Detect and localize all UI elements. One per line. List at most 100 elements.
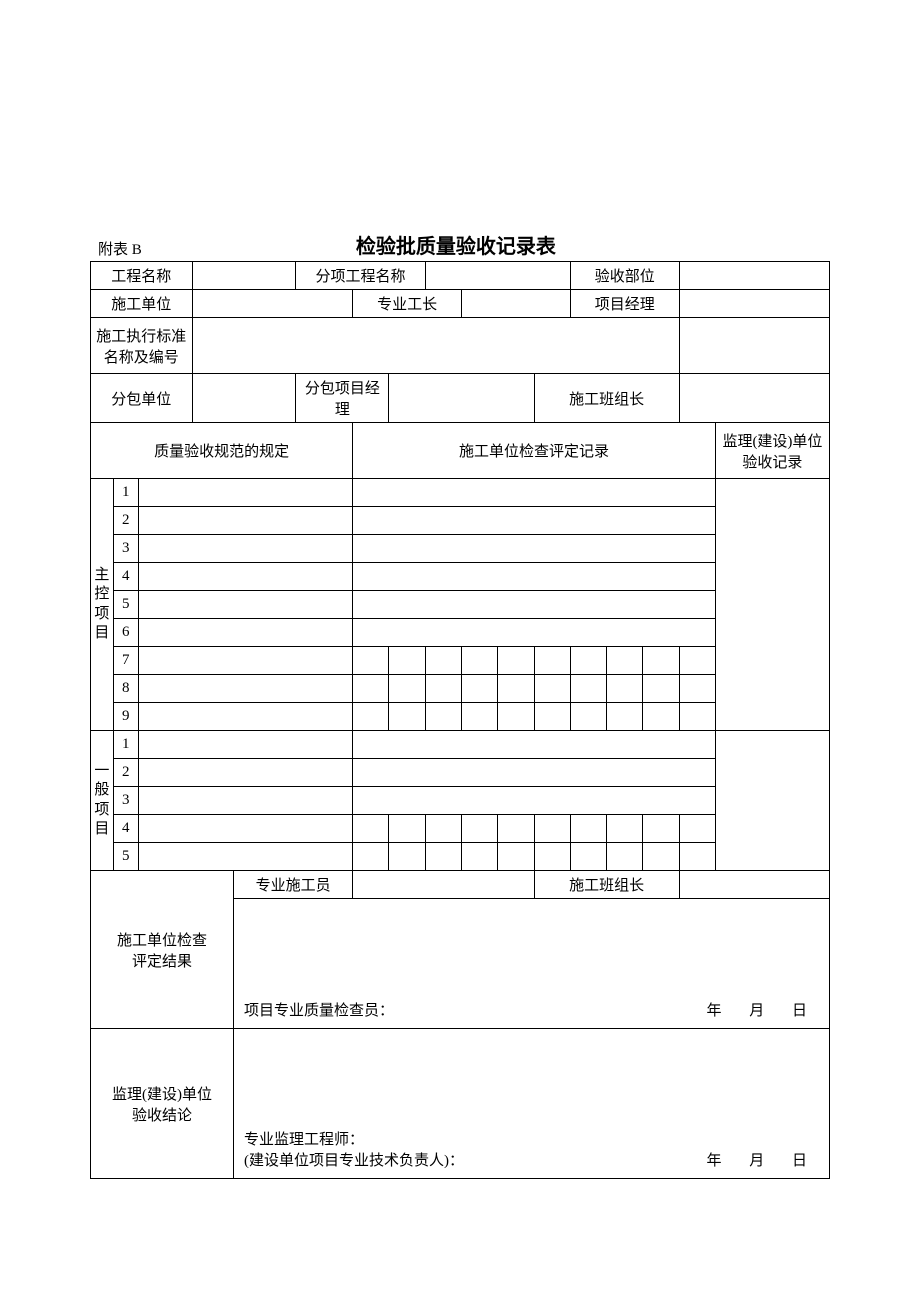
subcontract-unit-value[interactable] <box>192 374 296 423</box>
main-check-4[interactable] <box>353 563 716 591</box>
build-unit-leader-label: (建设单位项目专业技术负责人)： <box>244 1149 464 1170</box>
main-spec-9[interactable] <box>138 703 353 731</box>
main-check-8i[interactable] <box>643 675 679 703</box>
main-check-2[interactable] <box>353 507 716 535</box>
main-check-7j[interactable] <box>679 647 715 675</box>
gen-spec-3[interactable] <box>138 787 353 815</box>
main-num-9: 9 <box>113 703 138 731</box>
main-check-7d[interactable] <box>462 647 498 675</box>
main-spec-1[interactable] <box>138 479 353 507</box>
main-check-8h[interactable] <box>607 675 643 703</box>
gen-check-4a[interactable] <box>353 815 389 843</box>
standard-extra[interactable] <box>679 318 829 374</box>
appendix-label: 附表 B <box>90 238 142 259</box>
main-check-8c[interactable] <box>425 675 461 703</box>
main-num-7: 7 <box>113 647 138 675</box>
gen-check-5g[interactable] <box>570 843 606 871</box>
subcontract-pm-label: 分包项目经理 <box>296 374 389 423</box>
subcontract-pm-value[interactable] <box>389 374 534 423</box>
main-check-8b[interactable] <box>389 675 425 703</box>
main-check-8g[interactable] <box>570 675 606 703</box>
gen-supervise[interactable] <box>715 731 829 871</box>
main-spec-7[interactable] <box>138 647 353 675</box>
date-block-1: 年 月 日 <box>694 999 819 1020</box>
header-row-1: 工程名称 分项工程名称 验收部位 <box>91 262 830 290</box>
main-check-7b[interactable] <box>389 647 425 675</box>
main-supervise[interactable] <box>715 479 829 731</box>
main-spec-3[interactable] <box>138 535 353 563</box>
gen-spec-5[interactable] <box>138 843 353 871</box>
main-check-8d[interactable] <box>462 675 498 703</box>
gen-check-4i[interactable] <box>643 815 679 843</box>
main-check-9f[interactable] <box>534 703 570 731</box>
gen-check-4g[interactable] <box>570 815 606 843</box>
main-check-7a[interactable] <box>353 647 389 675</box>
main-check-9b[interactable] <box>389 703 425 731</box>
gen-check-4c[interactable] <box>425 815 461 843</box>
main-check-8e[interactable] <box>498 675 534 703</box>
main-check-9e[interactable] <box>498 703 534 731</box>
gen-check-4d[interactable] <box>462 815 498 843</box>
gen-check-5j[interactable] <box>679 843 715 871</box>
main-spec-6[interactable] <box>138 619 353 647</box>
standard-value[interactable] <box>192 318 679 374</box>
day-label-1: 日 <box>792 999 807 1020</box>
main-check-8f[interactable] <box>534 675 570 703</box>
subproject-name-value[interactable] <box>425 262 570 290</box>
pro-foreman-value[interactable] <box>462 290 571 318</box>
gen-check-3[interactable] <box>353 787 716 815</box>
gen-check-4b[interactable] <box>389 815 425 843</box>
main-check-9c[interactable] <box>425 703 461 731</box>
gen-check-4e[interactable] <box>498 815 534 843</box>
main-spec-5[interactable] <box>138 591 353 619</box>
main-check-9g[interactable] <box>570 703 606 731</box>
pro-constructor-value[interactable] <box>353 871 534 899</box>
gen-check-5d[interactable] <box>462 843 498 871</box>
gen-spec-1[interactable] <box>138 731 353 759</box>
main-check-7e[interactable] <box>498 647 534 675</box>
main-spec-8[interactable] <box>138 675 353 703</box>
main-check-7c[interactable] <box>425 647 461 675</box>
gen-spec-2[interactable] <box>138 759 353 787</box>
main-check-9h[interactable] <box>607 703 643 731</box>
gen-spec-4[interactable] <box>138 815 353 843</box>
gen-check-5i[interactable] <box>643 843 679 871</box>
construction-unit-value[interactable] <box>192 290 353 318</box>
main-check-9j[interactable] <box>679 703 715 731</box>
quality-inspector-label: 项目专业质量检查员： <box>244 999 394 1020</box>
gen-check-5b[interactable] <box>389 843 425 871</box>
main-spec-4[interactable] <box>138 563 353 591</box>
main-check-5[interactable] <box>353 591 716 619</box>
gen-check-5f[interactable] <box>534 843 570 871</box>
quality-inspector-block[interactable]: 项目专业质量检查员： 年 月 日 <box>234 899 830 1029</box>
gen-check-4h[interactable] <box>607 815 643 843</box>
main-check-6[interactable] <box>353 619 716 647</box>
main-check-9a[interactable] <box>353 703 389 731</box>
team-leader-value[interactable] <box>679 374 829 423</box>
gen-check-5e[interactable] <box>498 843 534 871</box>
gen-check-5h[interactable] <box>607 843 643 871</box>
accept-part-value[interactable] <box>679 262 829 290</box>
footer-team-leader-value[interactable] <box>679 871 829 899</box>
main-check-7h[interactable] <box>607 647 643 675</box>
main-check-1[interactable] <box>353 479 716 507</box>
main-check-3[interactable] <box>353 535 716 563</box>
main-check-9i[interactable] <box>643 703 679 731</box>
main-check-7g[interactable] <box>570 647 606 675</box>
main-check-8j[interactable] <box>679 675 715 703</box>
gen-check-2[interactable] <box>353 759 716 787</box>
gen-check-5a[interactable] <box>353 843 389 871</box>
project-manager-value[interactable] <box>679 290 829 318</box>
standard-label-line1: 施工执行标准 <box>96 329 186 345</box>
main-check-8a[interactable] <box>353 675 389 703</box>
gen-check-4j[interactable] <box>679 815 715 843</box>
main-spec-2[interactable] <box>138 507 353 535</box>
project-name-value[interactable] <box>192 262 296 290</box>
supervise-engineer-block[interactable]: 专业监理工程师： (建设单位项目专业技术负责人)： 年 月 日 <box>234 1029 830 1179</box>
main-check-7i[interactable] <box>643 647 679 675</box>
main-check-9d[interactable] <box>462 703 498 731</box>
gen-check-1[interactable] <box>353 731 716 759</box>
gen-check-5c[interactable] <box>425 843 461 871</box>
gen-check-4f[interactable] <box>534 815 570 843</box>
main-check-7f[interactable] <box>534 647 570 675</box>
